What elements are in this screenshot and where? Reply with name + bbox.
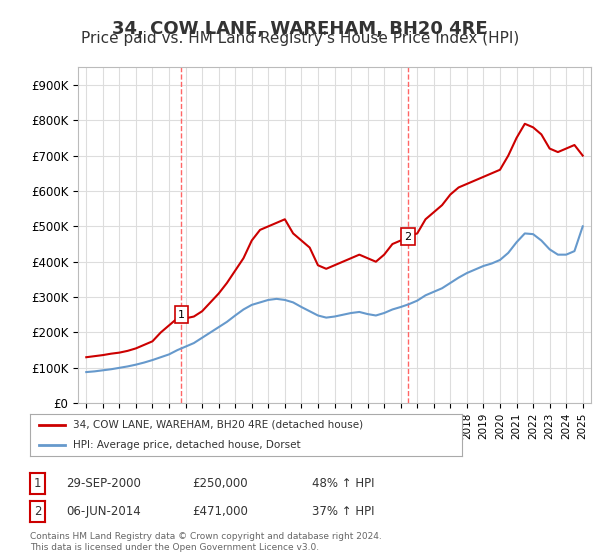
Text: £250,000: £250,000 [192,477,248,490]
Text: £471,000: £471,000 [192,505,248,518]
Text: 1: 1 [178,310,185,320]
Text: Contains HM Land Registry data © Crown copyright and database right 2024.
This d: Contains HM Land Registry data © Crown c… [30,532,382,552]
Text: 29-SEP-2000: 29-SEP-2000 [66,477,141,490]
Text: HPI: Average price, detached house, Dorset: HPI: Average price, detached house, Dors… [73,440,301,450]
Text: 34, COW LANE, WAREHAM, BH20 4RE: 34, COW LANE, WAREHAM, BH20 4RE [112,20,488,38]
Text: 37% ↑ HPI: 37% ↑ HPI [312,505,374,518]
Text: 48% ↑ HPI: 48% ↑ HPI [312,477,374,490]
Text: 06-JUN-2014: 06-JUN-2014 [66,505,141,518]
Text: 2: 2 [404,232,412,241]
Text: Price paid vs. HM Land Registry's House Price Index (HPI): Price paid vs. HM Land Registry's House … [81,31,519,46]
Text: 1: 1 [34,477,41,490]
Text: 2: 2 [34,505,41,518]
Text: 34, COW LANE, WAREHAM, BH20 4RE (detached house): 34, COW LANE, WAREHAM, BH20 4RE (detache… [73,420,364,430]
